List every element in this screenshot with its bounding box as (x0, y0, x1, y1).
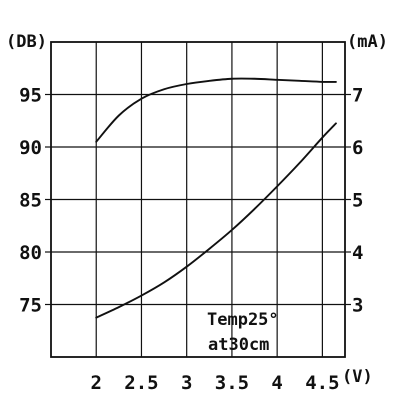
x-tick-label: 3.5 (215, 372, 249, 394)
y-right-tick-label: 4 (352, 242, 363, 264)
y-right-tick-label: 3 (352, 295, 363, 317)
x-tick-label: 2.5 (124, 372, 158, 394)
plot-frame (50, 41, 346, 358)
y-left-tick-label: 95 (19, 85, 42, 107)
y-left-tick-label: 90 (19, 137, 42, 159)
tick-labels: 2 2.5 3 3.5 4 4.5 75 80 85 90 95 3 4 5 6 7 (19, 85, 363, 395)
y-left-tick-label: 80 (19, 242, 42, 264)
y-left-tick-label: 85 (19, 190, 42, 212)
x-tick-label: 4 (271, 372, 282, 394)
sound-level-curve (95, 77, 337, 143)
annotation-line-2: at30cm (208, 335, 269, 355)
curves (95, 77, 337, 319)
x-tick-label: 3 (181, 372, 192, 394)
y-right-axis-title: (mA) (347, 32, 388, 52)
annotation-line-1: Temp25° (207, 310, 279, 330)
x-tick-label: 4.5 (305, 372, 339, 394)
x-tick-label: 2 (91, 372, 102, 394)
y-right-tick-label: 5 (352, 190, 363, 212)
current-curve (95, 122, 337, 319)
y-left-tick-label: 75 (19, 295, 42, 317)
y-right-tick-label: 6 (352, 137, 363, 159)
y-right-tick-label: 7 (352, 85, 363, 107)
y-left-axis-title: (DB) (6, 32, 47, 52)
x-axis-title: (V) (342, 367, 373, 387)
grid (45, 42, 351, 357)
